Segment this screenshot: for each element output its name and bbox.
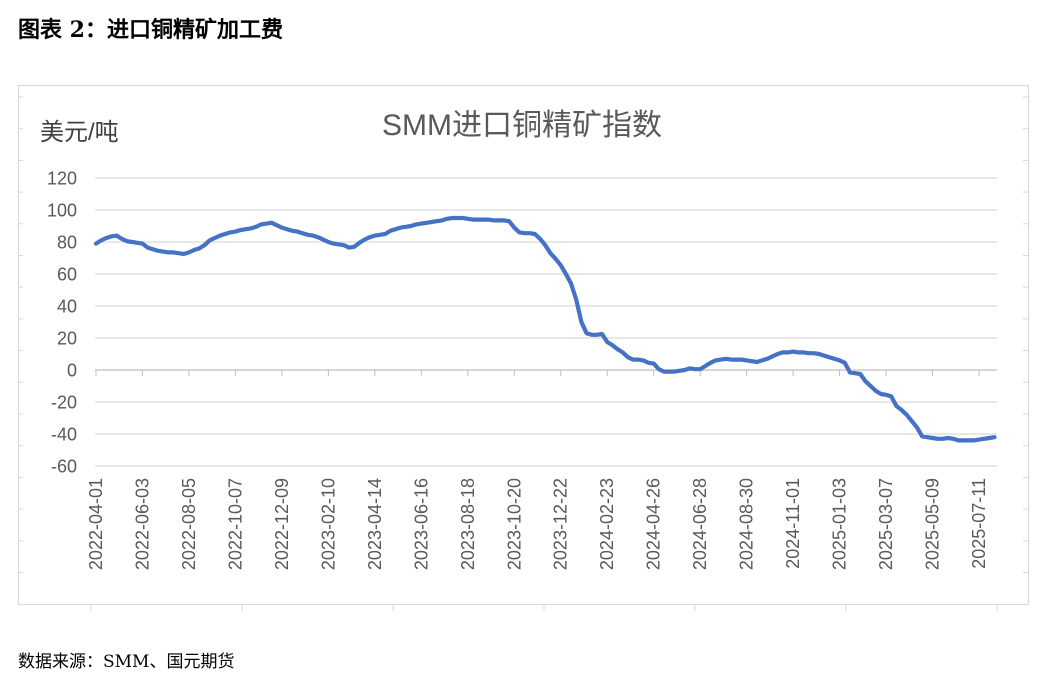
frame-ticks [18, 96, 1028, 611]
x-tick-label: 2022-12-09 [272, 478, 292, 570]
series-group [93, 215, 997, 443]
data-source-note: 数据来源：SMM、国元期货 [18, 652, 235, 672]
y-tick-label: 80 [57, 233, 77, 253]
y-tick-label: 40 [57, 297, 77, 317]
x-tick-label: 2025-03-07 [876, 478, 896, 570]
x-axis: 2022-04-01 2022-06-03 2022-08-05 2022-10-07… [86, 369, 997, 570]
x-tick-label: 2025-05-09 [923, 478, 943, 570]
gridlines [95, 177, 997, 467]
figure-title: 图表 2：进口铜精矿加工费 [18, 17, 283, 43]
y-tick-label: 100 [47, 201, 77, 221]
chart-frame [17, 84, 1030, 606]
x-tick-label: 2023-08-18 [458, 478, 478, 570]
y-tick-label: 60 [57, 265, 77, 285]
y-tick-label: -40 [51, 425, 77, 445]
y-tick-label: 120 [47, 169, 77, 189]
x-tick-label: 2023-10-20 [504, 478, 524, 570]
x-tick-label: 2022-04-01 [86, 478, 106, 570]
y-tick-label: 0 [67, 361, 77, 381]
chart-title: SMM进口铜精矿指数 [382, 109, 662, 142]
series-line [93, 215, 997, 443]
x-tick-label: 2024-04-26 [644, 478, 664, 570]
x-tick-label: 2024-06-28 [690, 478, 710, 570]
x-tick-label: 2023-04-14 [365, 478, 385, 570]
x-tick-label: 2025-01-03 [830, 478, 850, 570]
y-tick-label: 20 [57, 329, 77, 349]
y-axis-unit-label: 美元/吨 [40, 119, 119, 146]
x-tick-label: 2022-10-07 [225, 478, 245, 570]
x-tick-label: 2023-06-16 [411, 478, 431, 570]
y-tick-label: -20 [51, 393, 77, 413]
x-tick-label: 2025-07-11 [969, 478, 989, 569]
x-tick-label: 2024-11-01 [783, 478, 803, 569]
x-tick-label: 2024-08-30 [737, 478, 757, 570]
y-axis: 120 100 80 60 40 20 0 -20 -40 -60 [47, 169, 77, 477]
x-tick-label: 2024-02-23 [597, 478, 617, 570]
x-tick-label: 2022-08-05 [179, 478, 199, 570]
x-tick-label: 2023-12-22 [551, 478, 571, 570]
x-tick-label: 2023-02-10 [318, 478, 338, 570]
x-tick-label: 2022-06-03 [132, 478, 152, 570]
y-tick-label: -60 [51, 457, 77, 477]
